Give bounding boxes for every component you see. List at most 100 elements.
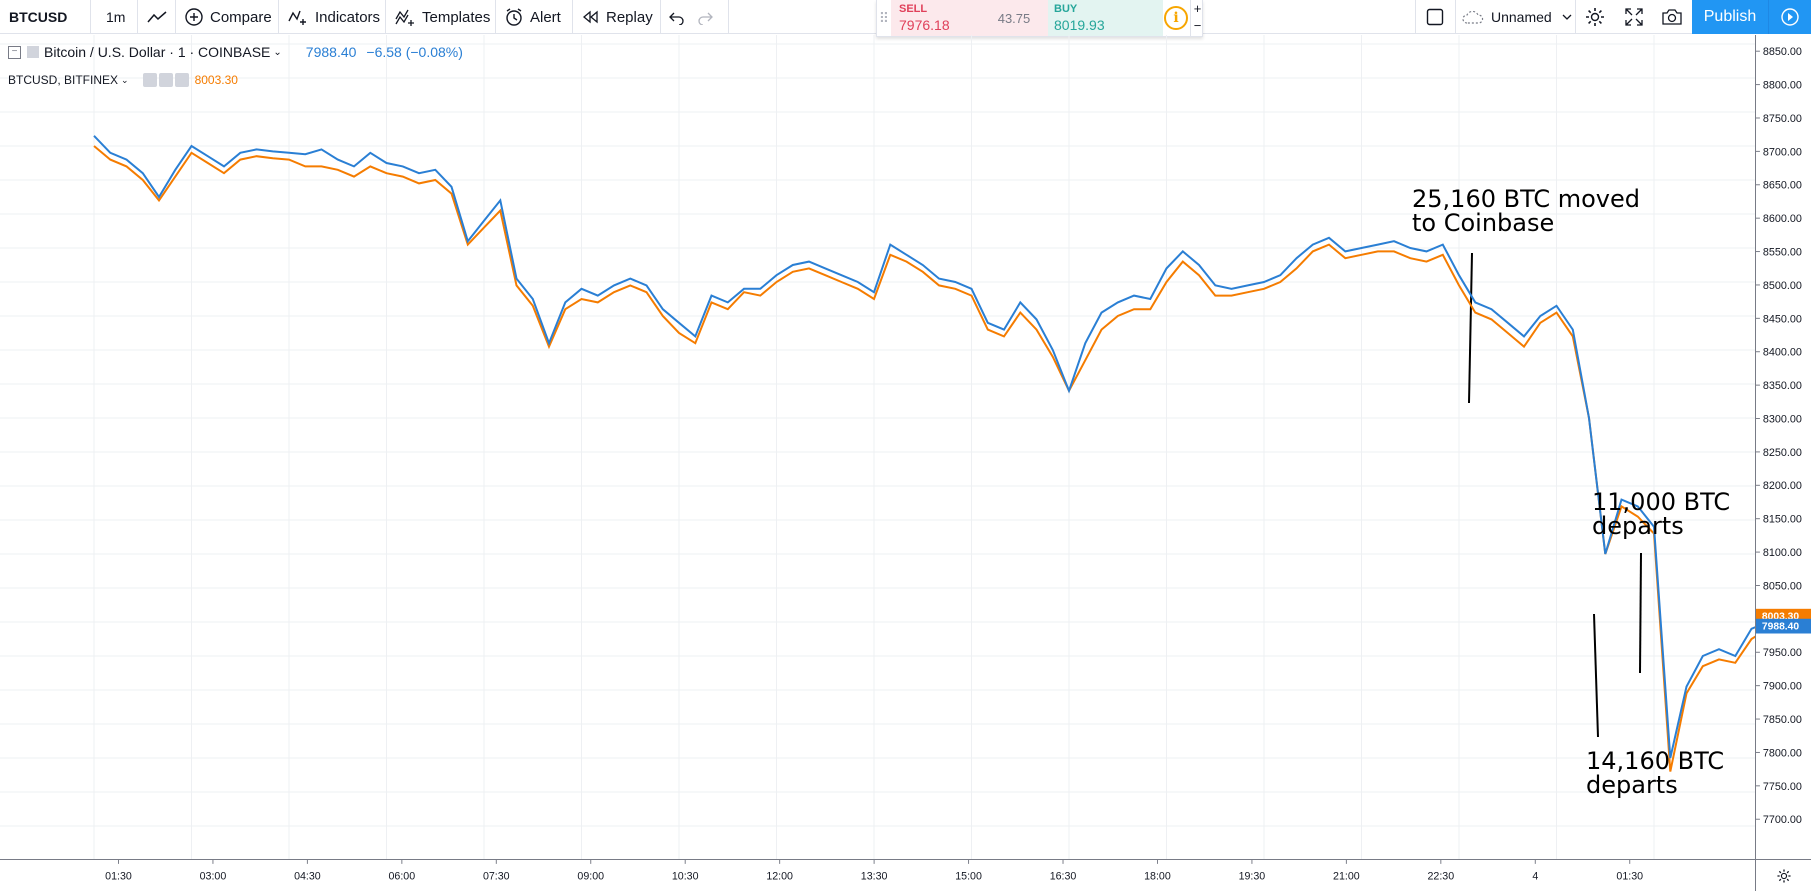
gear-icon	[1776, 868, 1792, 884]
buy-sell-panel: ⠿ SELL 7976.18 43.75 BUY 8019.93 i + −	[876, 0, 1203, 37]
compare-series-legend: BTCUSD, BITFINEX ⌄ 8003.30	[8, 73, 238, 87]
price-tick-label: 8300.00	[1763, 413, 1802, 425]
replay-button[interactable]: Replay	[582, 0, 653, 34]
publish-options-button[interactable]	[1768, 0, 1811, 34]
increase-button[interactable]: +	[1193, 1, 1202, 16]
time-tick-label: 06:00	[389, 870, 416, 882]
line-chart-icon	[146, 9, 168, 25]
price-tick-label: 8700.00	[1763, 146, 1802, 158]
annotation-lines	[1468, 252, 1642, 738]
price-tick-label: 8400.00	[1763, 347, 1802, 359]
chart-style-button[interactable]	[146, 0, 168, 34]
time-tick-label: 03:00	[200, 870, 227, 882]
alarm-clock-icon	[504, 7, 524, 27]
time-tick-label: 16:30	[1050, 870, 1077, 882]
time-tick-label: 4	[1532, 870, 1538, 882]
price-tick-label: 8100.00	[1763, 547, 1802, 559]
decrease-button[interactable]: −	[1193, 18, 1202, 33]
time-tick-label: 07:30	[483, 870, 510, 882]
toolbar-divider	[278, 0, 279, 34]
chevron-down-icon[interactable]: ⌄	[121, 74, 129, 85]
annotation-callout-line	[1639, 552, 1642, 674]
sell-button[interactable]: SELL 7976.18	[891, 0, 1066, 36]
annotation-line-1: 25,160 BTC moved	[1412, 185, 1640, 213]
select-layout-button[interactable]	[1426, 0, 1444, 34]
collapse-legend-button[interactable]: −	[8, 45, 21, 59]
camera-icon	[1661, 8, 1683, 26]
exchange-logo-icon	[27, 46, 39, 58]
main-series-legend: − Bitcoin / U.S. Dollar · 1 · COINBASE ⌄…	[8, 44, 463, 60]
layout-name-label: Unnamed	[1491, 9, 1552, 25]
time-tick-label: 15:00	[955, 870, 982, 882]
toolbar-divider	[660, 0, 661, 34]
time-tick-label: 10:30	[672, 870, 699, 882]
rewind-icon	[582, 9, 600, 25]
cloud-icon	[1461, 9, 1485, 25]
indicators-icon	[287, 7, 309, 27]
toolbar-divider	[1455, 0, 1456, 34]
price-axis[interactable]: 8850.00 8800.00 8750.00 8700.00 8650.00 8600.…	[1755, 35, 1811, 859]
buy-price: 8019.93	[1054, 17, 1105, 33]
annotation-11000-btc[interactable]: 11,000 BTC departs	[1592, 490, 1730, 538]
sell-label: SELL	[899, 3, 928, 15]
alert-label: Alert	[530, 8, 561, 26]
series-line-bitfinex	[93, 145, 1755, 772]
settings-button[interactable]	[1584, 0, 1606, 34]
toolbar-divider	[137, 0, 138, 34]
layout-name-button[interactable]: Unnamed	[1461, 0, 1572, 34]
price-chart[interactable]	[0, 35, 1755, 859]
series-settings-icon[interactable]	[158, 73, 173, 87]
indicators-button[interactable]: Indicators	[287, 0, 380, 34]
chevron-down-icon[interactable]: ⌄	[273, 46, 282, 58]
interval-button[interactable]: 1m	[106, 9, 126, 25]
compare-label: Compare	[210, 8, 272, 26]
time-tick-label: 13:30	[861, 870, 888, 882]
undo-button[interactable]	[668, 0, 686, 34]
price-tick-labels: 8850.00 8800.00 8750.00 8700.00 8650.00 8600.…	[1756, 46, 1802, 826]
redo-button[interactable]	[696, 0, 714, 34]
time-tick-label: 09:00	[577, 870, 604, 882]
visibility-eye-icon[interactable]	[142, 73, 157, 87]
price-tick-label: 7850.00	[1763, 714, 1802, 726]
series-action-buttons	[142, 73, 189, 87]
annotation-25160-btc[interactable]: 25,160 BTC moved to Coinbase	[1412, 187, 1640, 235]
info-icon[interactable]: i	[1164, 6, 1188, 30]
templates-icon	[394, 7, 416, 27]
svg-text:8003.30: 8003.30	[1762, 612, 1799, 623]
toolbar-divider	[495, 0, 496, 34]
toolbar-divider	[728, 0, 729, 34]
toolbar-divider	[1415, 0, 1416, 34]
symbol-search-button[interactable]: BTCUSD	[9, 9, 68, 25]
compare-series-title[interactable]: BTCUSD, BITFINEX	[8, 73, 119, 87]
publish-button[interactable]: Publish	[1692, 0, 1768, 34]
price-tick-label: 8850.00	[1763, 46, 1802, 58]
gear-icon	[1584, 6, 1606, 28]
remove-series-icon[interactable]	[174, 73, 189, 87]
templates-button[interactable]: Templates	[394, 0, 490, 34]
buy-button[interactable]: BUY 8019.93	[1048, 0, 1163, 36]
price-tick-label: 8150.00	[1763, 514, 1802, 526]
snapshot-button[interactable]	[1661, 0, 1683, 34]
alert-button[interactable]: Alert	[504, 0, 561, 34]
buy-label: BUY	[1054, 3, 1078, 15]
price-tick-label: 8750.00	[1763, 113, 1802, 125]
redo-icon	[696, 9, 714, 25]
play-circle-icon	[1780, 7, 1800, 27]
indicators-label: Indicators	[315, 8, 381, 26]
time-tick-label: 12:00	[766, 870, 793, 882]
annotation-callout-line	[1468, 252, 1473, 404]
compare-button[interactable]: Compare	[184, 0, 272, 34]
drag-handle-icon[interactable]: ⠿	[878, 9, 890, 26]
toolbar-divider	[572, 0, 573, 34]
time-tick-label: 18:00	[1144, 870, 1171, 882]
time-axis[interactable]: 01:30 03:00 04:30 06:00 07:30 09:00 10:30 12:00…	[0, 859, 1755, 891]
fullscreen-button[interactable]	[1624, 0, 1644, 34]
chart-settings-button[interactable]	[1755, 859, 1811, 891]
time-tick-label: 01:30	[1616, 870, 1643, 882]
annotation-line-1: 11,000 BTC	[1592, 488, 1731, 516]
price-tick-label: 7700.00	[1763, 814, 1802, 826]
price-tick-label: 8050.00	[1763, 580, 1802, 592]
main-series-title[interactable]: Bitcoin / U.S. Dollar · 1 · COINBASE	[44, 44, 271, 60]
price-tick-label: 8800.00	[1763, 80, 1802, 92]
annotation-14160-btc[interactable]: 14,160 BTC departs	[1586, 749, 1724, 797]
